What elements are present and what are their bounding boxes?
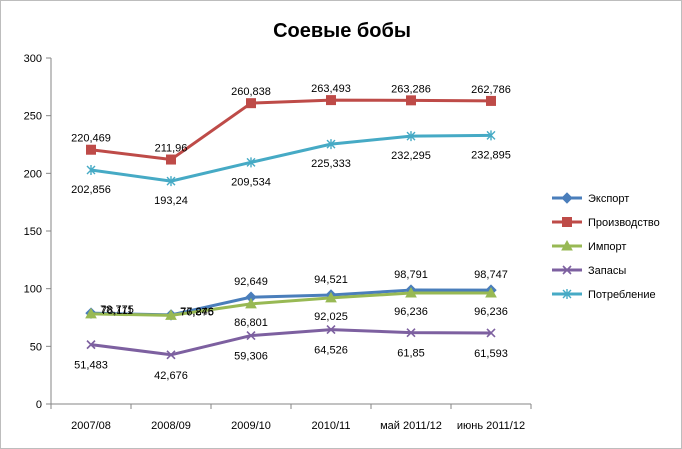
legend-label: Экспорт — [588, 193, 629, 205]
data-point — [85, 307, 97, 319]
legend-marker — [561, 239, 573, 251]
data-label: 78,775 — [100, 304, 134, 316]
data-label: 260,838 — [231, 86, 271, 98]
y-tick-label: 150 — [24, 226, 42, 238]
data-point — [166, 176, 176, 187]
data-label: 92,649 — [234, 276, 268, 288]
data-labels: 78,775 77,246 92,649 94,521 98,791 98,747 220,… — [71, 83, 511, 382]
legend-item: Экспорт — [552, 192, 629, 205]
data-label: 96,236 — [394, 306, 428, 318]
legend-marker — [562, 289, 572, 299]
y-tick-label: 100 — [24, 284, 42, 296]
legend: Экспорт Производство Импорт Запасы Потреблен… — [552, 192, 660, 301]
data-point — [406, 95, 416, 106]
data-point — [166, 154, 176, 165]
x-tick-label: 2007/08 — [71, 420, 111, 432]
data-label: 209,534 — [231, 176, 271, 188]
data-label: 263,286 — [391, 83, 431, 95]
series-4 — [86, 130, 496, 187]
legend-marker — [562, 265, 572, 275]
data-point — [486, 130, 496, 141]
data-label: 98,791 — [394, 269, 428, 281]
y-tick-label: 250 — [24, 111, 42, 123]
data-label: 232,895 — [471, 149, 511, 161]
data-label: 96,236 — [474, 306, 508, 318]
y-tick-label: 50 — [30, 341, 42, 353]
legend-marker — [562, 217, 572, 227]
data-point — [246, 98, 256, 109]
data-label: 61,85 — [397, 348, 425, 360]
data-point — [165, 309, 177, 320]
legend-marker — [561, 192, 573, 204]
x-tick-label: май 2011/12 — [380, 420, 442, 432]
legend-label: Импорт — [588, 241, 626, 253]
data-label: 98,747 — [474, 269, 508, 281]
data-label: 202,856 — [71, 184, 111, 196]
series-line — [90, 133, 492, 183]
data-label: 263,493 — [311, 83, 351, 95]
data-point — [246, 157, 256, 168]
legend-label: Потребление — [588, 289, 656, 301]
legend-item: Запасы — [552, 265, 626, 277]
data-label: 61,593 — [474, 348, 508, 360]
data-label: 193,24 — [154, 195, 188, 207]
data-label: 78,111 — [101, 305, 133, 317]
data-label: 51,483 — [74, 360, 108, 372]
legend-item: Производство — [552, 217, 660, 229]
series-line — [90, 98, 492, 162]
data-point — [86, 165, 96, 176]
data-label: 225,333 — [311, 158, 351, 170]
data-label: 211,96 — [155, 143, 188, 155]
data-point — [326, 95, 336, 106]
data-point — [485, 286, 497, 298]
data-point — [246, 331, 256, 341]
series-3 — [86, 325, 496, 360]
series-2 — [85, 286, 497, 320]
legend-label: Запасы — [588, 265, 626, 277]
y-tick-label: 300 — [24, 53, 42, 65]
data-point — [326, 139, 336, 150]
data-label: 42,676 — [154, 370, 188, 382]
data-point — [166, 350, 176, 360]
data-label: 94,521 — [314, 274, 348, 286]
data-point — [86, 340, 96, 350]
data-label: 59,306 — [234, 351, 268, 363]
data-label: 220,469 — [71, 133, 111, 145]
data-label: 232,295 — [391, 150, 431, 162]
x-tick-label: 2008/09 — [151, 420, 191, 432]
legend-item: Потребление — [552, 289, 656, 301]
data-point — [406, 328, 416, 338]
data-label: 86,801 — [234, 317, 268, 329]
data-label: 77,246 — [180, 306, 214, 318]
x-tick-label: июнь 2011/12 — [457, 420, 525, 432]
axes: 0 50 100 150 200 250 300 2007/08 2008/09 2009/10 2… — [24, 53, 532, 432]
y-tick-label: 200 — [24, 168, 42, 180]
data-point — [486, 328, 496, 338]
series-1 — [86, 95, 496, 165]
data-point — [245, 297, 257, 309]
y-tick-label: 0 — [36, 399, 42, 411]
data-point — [325, 291, 337, 303]
data-point — [405, 286, 417, 298]
data-label: 76,875 — [180, 306, 214, 318]
legend-item: Импорт — [552, 239, 626, 253]
x-tick-label: 2010/11 — [312, 420, 351, 432]
x-tick-label: 2009/10 — [231, 420, 271, 432]
data-point — [406, 131, 416, 142]
data-label: 262,786 — [471, 84, 511, 96]
legend-label: Производство — [588, 217, 660, 229]
data-label: 92,025 — [314, 311, 348, 323]
series-layer — [85, 95, 497, 360]
series-line — [90, 328, 492, 357]
data-label: 64,526 — [314, 345, 348, 357]
chart-title: Соевые бобы — [273, 20, 411, 42]
series-line — [90, 291, 491, 317]
data-point — [486, 95, 496, 106]
data-point — [86, 144, 96, 155]
data-point — [326, 325, 336, 335]
